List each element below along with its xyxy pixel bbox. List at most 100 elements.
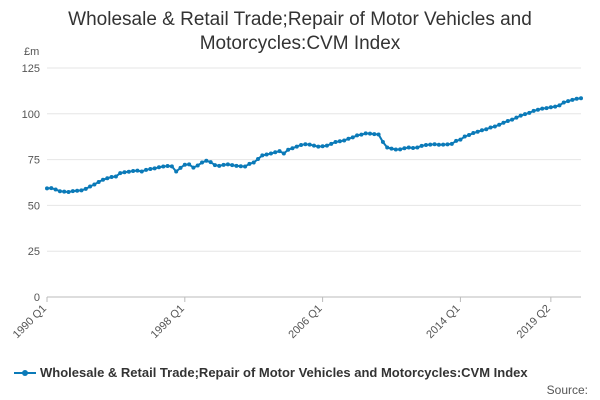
- data-point: [243, 164, 248, 169]
- data-point: [100, 177, 105, 182]
- data-point: [385, 145, 390, 150]
- data-point: [264, 152, 269, 157]
- data-point: [329, 141, 334, 146]
- data-point: [372, 132, 377, 137]
- data-point: [518, 113, 523, 118]
- data-point: [204, 158, 209, 163]
- data-point: [225, 162, 230, 167]
- data-point: [557, 103, 562, 108]
- data-point: [200, 160, 205, 165]
- data-point: [479, 128, 484, 133]
- data-point: [320, 144, 325, 149]
- data-point: [251, 160, 256, 165]
- data-point: [376, 132, 381, 137]
- y-tick-label: 50: [28, 200, 40, 212]
- data-point: [548, 105, 553, 110]
- data-point: [415, 145, 420, 150]
- legend-label: Wholesale & Retail Trade;Repair of Motor…: [40, 365, 528, 380]
- data-point: [238, 164, 243, 169]
- data-point: [45, 186, 49, 191]
- data-point: [419, 143, 424, 148]
- data-point: [256, 157, 261, 162]
- data-point: [488, 125, 493, 130]
- data-point: [523, 112, 528, 117]
- data-point: [178, 165, 183, 170]
- data-point: [553, 104, 558, 109]
- y-tick-label: 125: [22, 63, 40, 75]
- data-point: [126, 169, 131, 174]
- data-point: [492, 124, 497, 129]
- data-point: [324, 143, 329, 148]
- data-point: [531, 108, 536, 113]
- data-point: [367, 131, 372, 136]
- data-point: [514, 115, 519, 120]
- data-point: [113, 174, 118, 179]
- x-tick-label: 2019 Q2: [515, 303, 553, 341]
- data-point: [268, 151, 273, 156]
- data-point: [428, 142, 433, 147]
- data-point: [53, 187, 58, 192]
- data-point: [333, 140, 338, 145]
- data-point: [294, 144, 299, 149]
- data-point: [49, 186, 54, 191]
- data-point: [122, 170, 127, 175]
- data-point: [527, 110, 532, 115]
- x-tick-label: 1998 Q1: [149, 303, 187, 341]
- data-point: [389, 146, 394, 151]
- data-point: [501, 120, 506, 125]
- data-point: [277, 149, 282, 154]
- data-point: [217, 163, 222, 168]
- data-point: [79, 188, 84, 193]
- data-point: [540, 106, 545, 111]
- data-point: [92, 182, 97, 187]
- data-point: [441, 142, 446, 147]
- source-label: Source:: [546, 383, 588, 397]
- data-point: [398, 147, 403, 152]
- data-point: [221, 162, 226, 167]
- data-point: [467, 133, 472, 138]
- data-point: [96, 179, 101, 184]
- data-point: [462, 134, 467, 139]
- data-point: [83, 186, 88, 191]
- data-point: [174, 169, 179, 174]
- data-point: [260, 153, 265, 158]
- data-point: [88, 184, 93, 189]
- data-point: [105, 176, 110, 181]
- data-point: [57, 189, 62, 194]
- data-point: [161, 164, 166, 169]
- data-point: [355, 133, 360, 138]
- data-point: [449, 141, 454, 146]
- data-point: [212, 163, 217, 168]
- x-tick-label: 2006 Q1: [286, 303, 324, 341]
- data-point: [273, 150, 278, 155]
- data-point: [346, 136, 351, 141]
- data-point: [62, 189, 67, 194]
- data-point: [406, 145, 411, 150]
- data-point: [187, 162, 192, 167]
- data-point: [350, 135, 355, 140]
- data-point: [574, 96, 579, 101]
- data-point: [234, 163, 239, 168]
- data-point: [432, 142, 437, 147]
- data-point: [380, 140, 385, 145]
- data-point: [182, 162, 187, 167]
- data-point: [307, 142, 312, 147]
- data-point: [423, 142, 428, 147]
- data-point: [169, 164, 174, 169]
- data-point: [156, 165, 161, 170]
- data-point: [191, 165, 196, 170]
- chart-title: Wholesale & Retail Trade;Repair of Motor…: [68, 9, 532, 54]
- data-point: [436, 142, 441, 147]
- legend[interactable]: Wholesale & Retail Trade;Repair of Motor…: [14, 365, 528, 380]
- data-point: [544, 106, 549, 111]
- y-tick-label: 100: [22, 109, 40, 121]
- data-point: [66, 190, 71, 195]
- data-point: [475, 129, 480, 134]
- x-tick-label: 1990 Q1: [11, 303, 49, 341]
- data-point: [471, 131, 476, 136]
- legend-swatch: [14, 368, 36, 378]
- data-point: [561, 100, 566, 105]
- data-point: [458, 137, 463, 142]
